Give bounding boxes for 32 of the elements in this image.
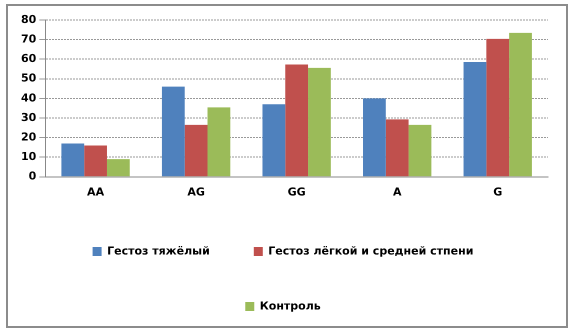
bar <box>464 62 486 176</box>
x-tick-label: A <box>392 185 402 198</box>
y-tick-label: 20 <box>20 130 37 144</box>
legend-label: Контроль <box>260 299 321 312</box>
y-tick-label: 0 <box>28 170 37 183</box>
bar <box>208 107 230 176</box>
bar <box>509 32 532 176</box>
y-tick-label: 30 <box>20 110 37 124</box>
y-tick-label: 40 <box>20 91 37 104</box>
bar <box>408 124 432 176</box>
bar <box>61 143 84 176</box>
y-tick-label: 10 <box>20 150 37 164</box>
bar <box>486 38 510 176</box>
bar <box>106 159 130 176</box>
x-tick-label: AA <box>87 185 105 198</box>
legend-label: Гестоз тяжёлый <box>107 244 210 258</box>
bar <box>308 68 331 176</box>
bar <box>184 124 208 176</box>
bar <box>84 145 107 176</box>
bar <box>262 104 286 176</box>
legend-label: Гестоз лёгкой и средней стпени <box>268 244 474 258</box>
bar <box>363 98 386 176</box>
y-tick-label: 70 <box>20 32 37 46</box>
y-tick-label: 80 <box>20 12 37 26</box>
x-tick-label: GG <box>288 185 306 198</box>
bar <box>162 86 185 176</box>
x-tick-label: AG <box>187 185 205 198</box>
bar <box>285 64 308 176</box>
x-tick-label: G <box>493 185 502 198</box>
bar <box>386 119 409 176</box>
y-tick-label: 50 <box>20 72 37 85</box>
y-tick-label: 60 <box>20 52 37 66</box>
